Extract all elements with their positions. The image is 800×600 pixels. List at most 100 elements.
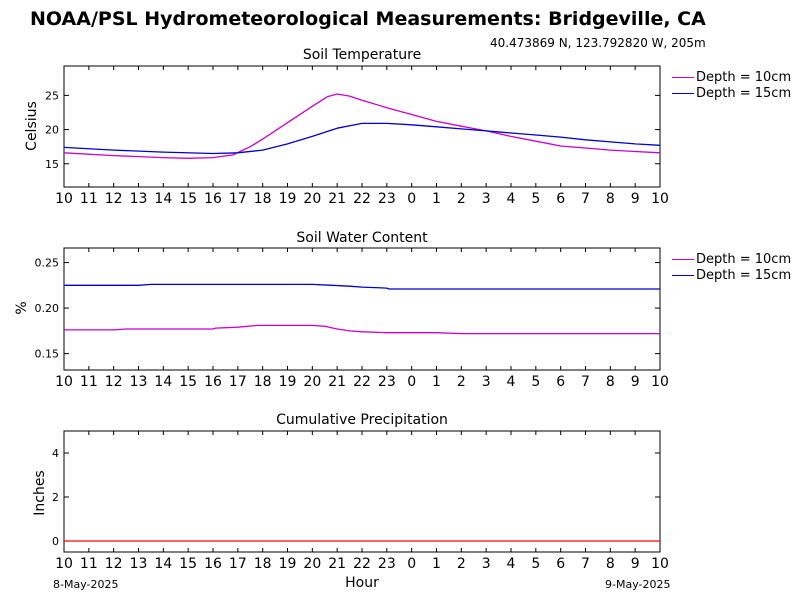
x-tick-label: 4 xyxy=(507,374,516,390)
cumulative-precipitation-title: Cumulative Precipitation xyxy=(276,412,448,428)
soil-temperature-title: Soil Temperature xyxy=(302,47,422,63)
x-tick-label: 11 xyxy=(80,374,98,390)
x-tick-label: 10 xyxy=(651,191,669,207)
x-tick-label: 1 xyxy=(432,556,441,572)
legend-swatch xyxy=(672,258,694,260)
x-tick-label: 6 xyxy=(556,374,565,390)
legend-entry: Depth = 15cm xyxy=(672,85,791,101)
x-tick-label: 14 xyxy=(154,556,172,572)
x-tick-label: 9 xyxy=(631,556,640,572)
x-tick-label: 13 xyxy=(130,556,148,572)
x-tick-label: 20 xyxy=(303,556,321,572)
plot-frame xyxy=(63,430,661,553)
x-tick-label: 18 xyxy=(254,556,272,572)
x-tick-label: 10 xyxy=(651,374,669,390)
x-tick-label: 22 xyxy=(353,556,371,572)
x-tick-label: 12 xyxy=(105,374,123,390)
x-tick-label: 2 xyxy=(457,374,466,390)
x-tick-label: 5 xyxy=(531,556,540,572)
x-tick-label: 11 xyxy=(80,191,98,207)
x-tick-label: 3 xyxy=(482,374,491,390)
x-tick-label: 0 xyxy=(407,374,416,390)
y-tick-label: 25 xyxy=(45,89,59,102)
x-tick-label: 23 xyxy=(378,556,396,572)
x-tick-label: 13 xyxy=(130,191,148,207)
x-tick-label: 19 xyxy=(279,191,297,207)
x-tick-label: 0 xyxy=(407,556,416,572)
x-tick-label: 8 xyxy=(606,191,615,207)
x-tick-label: 10 xyxy=(651,556,669,572)
legend-label: Depth = 15cm xyxy=(696,85,792,101)
legend-label: Depth = 15cm xyxy=(696,267,792,283)
x-tick-label: 3 xyxy=(482,556,491,572)
x-tick-label: 12 xyxy=(105,556,123,572)
x-tick-label: 8 xyxy=(606,374,615,390)
station-coordinates: 40.473869 N, 123.792820 W, 205m xyxy=(490,36,706,50)
x-tick-label: 17 xyxy=(229,556,247,572)
x-tick-label: 15 xyxy=(179,556,197,572)
x-tick-label: 6 xyxy=(556,191,565,207)
x-tick-label: 23 xyxy=(378,374,396,390)
x-tick-label: 14 xyxy=(154,191,172,207)
y-tick-label: 0.25 xyxy=(35,257,60,270)
y-tick-label: 0 xyxy=(52,535,59,548)
x-tick-label: 16 xyxy=(204,374,222,390)
x-tick-label: 9 xyxy=(631,191,640,207)
legend-label: Depth = 10cm xyxy=(696,251,792,267)
soil-water-content-series-1-line xyxy=(64,324,660,335)
x-tick-label: 10 xyxy=(55,374,73,390)
x-tick-label: 14 xyxy=(154,374,172,390)
x-tick-label: 13 xyxy=(130,374,148,390)
legend-entry: Depth = 10cm xyxy=(672,251,791,267)
x-tick-label: 21 xyxy=(328,556,346,572)
x-axis-label: Hour xyxy=(345,575,379,591)
legend-swatch xyxy=(672,92,694,94)
y-tick-label: 2 xyxy=(52,491,59,504)
x-tick-label: 1 xyxy=(432,191,441,207)
soil-temperature-legend: Depth = 10cm Depth = 15cm xyxy=(672,69,791,101)
soil-water-content-series-2-line xyxy=(64,283,660,290)
x-tick-label: 7 xyxy=(581,374,590,390)
x-tick-label: 4 xyxy=(507,191,516,207)
y-tick-label: 20 xyxy=(45,124,59,137)
x-tick-label: 23 xyxy=(378,191,396,207)
x-tick-label: 2 xyxy=(457,556,466,572)
y-tick-label: 15 xyxy=(45,158,59,171)
x-tick-label: 10 xyxy=(55,556,73,572)
x-tick-label: 12 xyxy=(105,191,123,207)
plot-frame xyxy=(63,247,661,371)
x-tick-label: 6 xyxy=(556,556,565,572)
soil-water-content-legend: Depth = 10cm Depth = 15cm xyxy=(672,251,791,283)
x-tick-label: 19 xyxy=(279,374,297,390)
soil-temperature-series-1-line xyxy=(63,93,661,159)
x-tick-label: 17 xyxy=(229,374,247,390)
legend-label: Depth = 10cm xyxy=(696,69,792,85)
legend-swatch xyxy=(672,76,694,78)
x-tick-label: 5 xyxy=(531,374,540,390)
x-tick-label: 0 xyxy=(407,191,416,207)
legend-entry: Depth = 10cm xyxy=(672,69,791,85)
soil-water-content-chart: 10 11 12 13 14 15 16 17 18 19 20 21 22 23 0 1 2 3 4 5 6 7 8 9 10… xyxy=(35,247,669,390)
soil-temperature-chart: 10 11 12 13 14 15 16 17 18 19 20 21 22 23 0 1 2 3 4 5 6 7 8 9 10… xyxy=(45,65,669,207)
x-tick-label: 9 xyxy=(631,374,640,390)
x-tick-label: 22 xyxy=(353,191,371,207)
x-tick-label: 18 xyxy=(254,191,272,207)
x-tick-label: 2 xyxy=(457,191,466,207)
y-tick-label: 4 xyxy=(52,447,59,460)
x-tick-label: 17 xyxy=(229,191,247,207)
x-tick-label: 7 xyxy=(581,556,590,572)
x-tick-label: 16 xyxy=(204,191,222,207)
x-tick-label: 8 xyxy=(606,556,615,572)
soil-water-content-title: Soil Water Content xyxy=(296,230,428,246)
x-tick-label: 10 xyxy=(55,191,73,207)
start-date: 8-May-2025 xyxy=(53,578,119,591)
x-tick-label: 15 xyxy=(179,374,197,390)
x-tick-label: 19 xyxy=(279,556,297,572)
end-date: 9-May-2025 xyxy=(605,578,671,591)
x-tick-label: 20 xyxy=(303,191,321,207)
x-tick-label: 11 xyxy=(80,556,98,572)
legend-entry: Depth = 15cm xyxy=(672,267,791,283)
x-tick-label: 18 xyxy=(254,374,272,390)
x-tick-label: 15 xyxy=(179,191,197,207)
